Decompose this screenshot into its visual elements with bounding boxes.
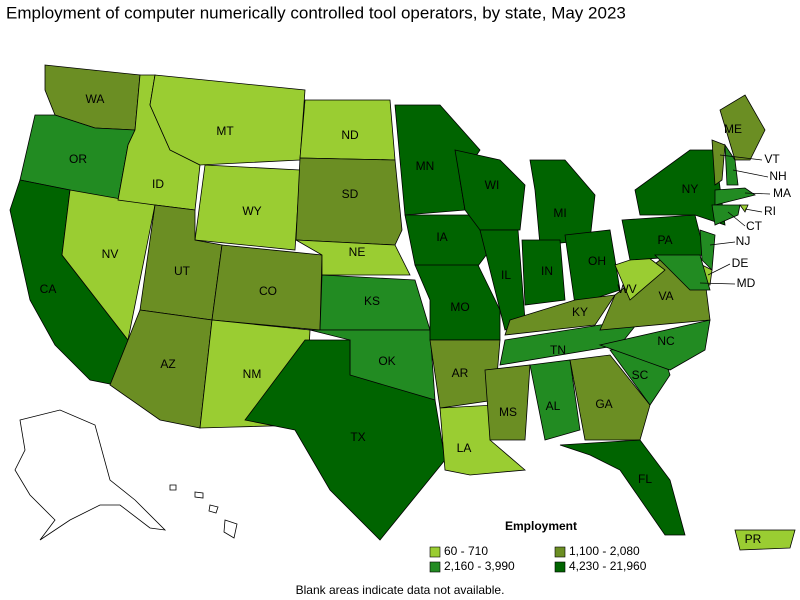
state-label: AZ <box>160 357 175 371</box>
state-label: WY <box>242 204 261 218</box>
state-label: MA <box>773 186 791 200</box>
state-label: NM <box>243 367 262 381</box>
state-label: OH <box>588 254 606 268</box>
state-label: ME <box>724 122 742 136</box>
state-label: MO <box>450 300 469 314</box>
state-label: GA <box>595 397 612 411</box>
state-label: UT <box>174 264 191 278</box>
state-label: VT <box>764 152 780 166</box>
state-label: OR <box>69 152 87 166</box>
map-title: Employment of computer numerically contr… <box>6 3 626 22</box>
state-label: AR <box>452 366 469 380</box>
state-region <box>295 157 403 246</box>
state-label: WI <box>485 178 500 192</box>
state-region <box>521 239 566 306</box>
state-label: PA <box>657 233 672 247</box>
state-label: WV <box>617 282 636 296</box>
state-region <box>724 143 739 186</box>
state-region <box>569 354 651 441</box>
legend-label: 60 - 710 <box>444 544 488 558</box>
hawaii <box>169 484 238 539</box>
state-region <box>714 187 756 206</box>
state-label: ND <box>341 128 359 142</box>
state-region <box>529 359 581 441</box>
legend-label: 4,230 - 21,960 <box>569 559 647 573</box>
state-label: MI <box>553 206 566 220</box>
state-region <box>598 319 711 371</box>
state-region <box>504 294 616 336</box>
state-label: NC <box>657 334 675 348</box>
states: WA OR CA NV ID MT WY UT CO AZ NM ND SD NE KS OK TX MN IA MO… <box>9 64 796 551</box>
state-region <box>149 74 306 166</box>
state-label: NJ <box>736 234 751 248</box>
state-label: SD <box>342 187 359 201</box>
state-label: NV <box>102 247 119 261</box>
state-region <box>654 254 711 291</box>
state-label: CO <box>259 284 277 298</box>
state-region <box>634 149 726 226</box>
state-region <box>564 229 621 306</box>
state-label: IA <box>436 230 447 244</box>
state-label: MT <box>216 124 234 138</box>
legend-swatch <box>554 546 566 558</box>
legend-label: 1,100 - 2,080 <box>569 544 640 558</box>
state-label: NE <box>349 245 366 259</box>
state-label: CT <box>746 219 763 233</box>
state-label: MD <box>737 276 756 290</box>
state-label: FL <box>638 472 652 486</box>
state-region <box>734 529 796 551</box>
state-label: AL <box>546 399 561 413</box>
note: Blank areas indicate data not available. <box>296 583 505 597</box>
state-region <box>711 204 741 226</box>
state-region <box>484 364 531 441</box>
state-region <box>529 159 596 246</box>
state-label: VA <box>658 289 673 303</box>
state-label: TX <box>350 430 365 444</box>
legend: 60 - 710 1,100 - 2,080 2,160 - 3,990 4,230 … <box>429 544 647 573</box>
state-label: MN <box>416 159 435 173</box>
state-label: NH <box>769 169 786 183</box>
state-label: CA <box>40 282 57 296</box>
state-label: KY <box>572 305 588 319</box>
state-region <box>244 339 446 541</box>
legend-swatch <box>554 561 566 573</box>
state-region <box>559 439 686 536</box>
state-label: OK <box>378 354 395 368</box>
state-label: SC <box>632 368 649 382</box>
legend-title: Employment <box>505 519 577 533</box>
state-region <box>404 214 491 271</box>
state-label: LA <box>457 441 472 455</box>
legend-label: 2,160 - 3,990 <box>444 559 515 573</box>
alaska <box>14 409 167 541</box>
state-label: KS <box>364 294 380 308</box>
state-region <box>499 319 641 366</box>
state-label: IL <box>501 268 511 282</box>
state-label: TN <box>550 343 566 357</box>
state-region <box>295 239 411 276</box>
state-region <box>711 139 726 186</box>
state-region <box>194 164 301 251</box>
state-region <box>719 94 766 161</box>
state-label: DE <box>732 256 749 270</box>
state-label: IN <box>541 264 553 278</box>
state-label: MS <box>499 405 517 419</box>
state-region <box>739 204 749 213</box>
state-label: NY <box>682 182 699 196</box>
leader-lines <box>699 154 771 285</box>
state-label: ID <box>152 177 164 191</box>
legend-swatch <box>429 561 441 573</box>
state-label: WA <box>86 92 105 106</box>
state-label: RI <box>764 204 776 218</box>
state-label: PR <box>745 532 762 546</box>
legend-swatch <box>429 546 441 558</box>
